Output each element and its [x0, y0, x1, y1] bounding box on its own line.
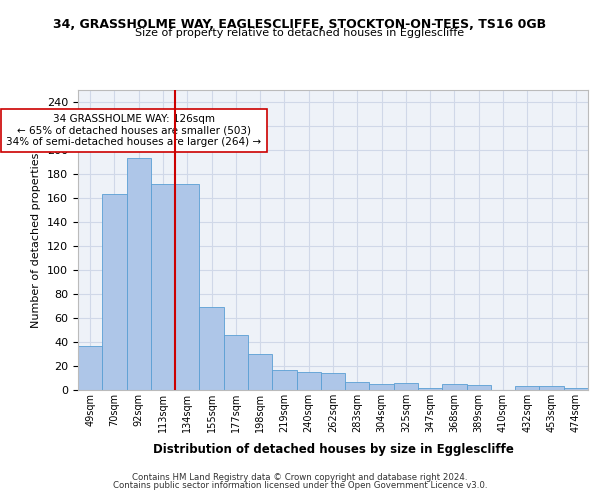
Text: Contains public sector information licensed under the Open Government Licence v3: Contains public sector information licen…: [113, 481, 487, 490]
Bar: [175, 184, 199, 390]
Bar: [564, 388, 588, 390]
Bar: [345, 382, 370, 390]
Text: Contains HM Land Registry data © Crown copyright and database right 2024.: Contains HM Land Registry data © Crown c…: [132, 472, 468, 482]
Bar: [199, 307, 224, 390]
Text: Distribution of detached houses by size in Egglescliffe: Distribution of detached houses by size …: [152, 442, 514, 456]
Text: 34, GRASSHOLME WAY, EAGLESCLIFFE, STOCKTON-ON-TEES, TS16 0GB: 34, GRASSHOLME WAY, EAGLESCLIFFE, STOCKT…: [53, 18, 547, 30]
Bar: [296, 372, 321, 390]
Bar: [321, 373, 345, 390]
Bar: [224, 335, 248, 390]
Bar: [272, 370, 296, 390]
Bar: [394, 383, 418, 390]
Bar: [102, 194, 127, 390]
Bar: [370, 384, 394, 390]
Bar: [442, 384, 467, 390]
Bar: [515, 386, 539, 390]
Bar: [418, 388, 442, 390]
Bar: [539, 386, 564, 390]
Bar: [467, 385, 491, 390]
Bar: [127, 158, 151, 390]
Bar: [78, 346, 102, 390]
Text: 34 GRASSHOLME WAY: 126sqm
← 65% of detached houses are smaller (503)
34% of semi: 34 GRASSHOLME WAY: 126sqm ← 65% of detac…: [6, 114, 262, 147]
Text: Size of property relative to detached houses in Egglescliffe: Size of property relative to detached ho…: [136, 28, 464, 38]
Y-axis label: Number of detached properties: Number of detached properties: [31, 152, 41, 328]
Bar: [151, 184, 175, 390]
Bar: [248, 354, 272, 390]
